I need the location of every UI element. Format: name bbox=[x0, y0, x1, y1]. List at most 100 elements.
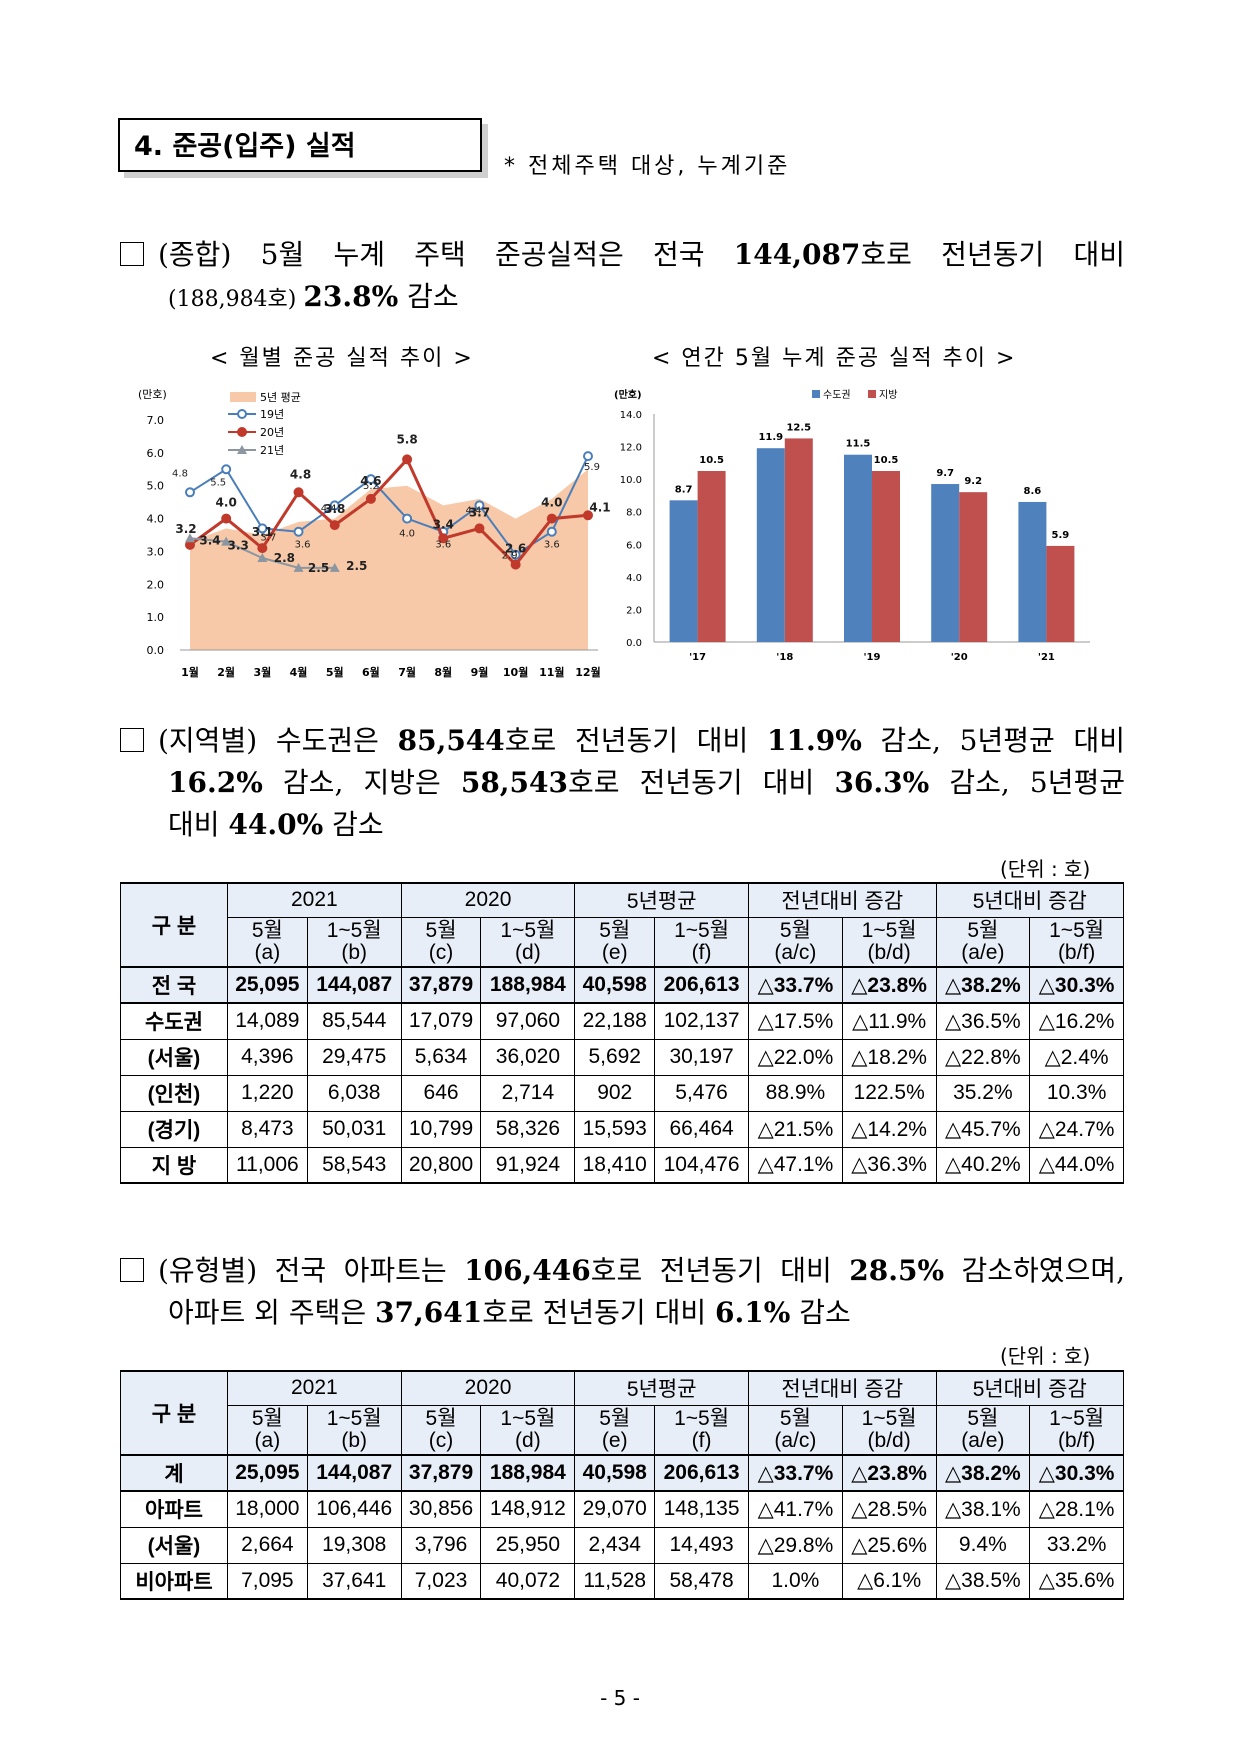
data-label: 2.6 bbox=[505, 542, 526, 556]
legend-marker bbox=[237, 427, 247, 437]
y-tick-label: 4.0 bbox=[626, 573, 642, 584]
bar-지방 bbox=[784, 438, 813, 642]
table-cell: 88.9% bbox=[748, 1074, 843, 1112]
table-cell: 144,087 bbox=[306, 1454, 402, 1492]
subcolumn-header: 5월 (e) bbox=[574, 1404, 656, 1456]
table-cell: △44.0% bbox=[1029, 1146, 1124, 1184]
table-cell: △33.7% bbox=[748, 966, 843, 1004]
row-label: (경기) bbox=[120, 1110, 228, 1148]
row-label: 수도권 bbox=[120, 1002, 228, 1040]
table-cell: 36,020 bbox=[480, 1038, 576, 1076]
data-label: 2.9 bbox=[502, 551, 518, 562]
x-tick-label: 8월 bbox=[434, 665, 452, 679]
table-cell: 85,544 bbox=[306, 1002, 402, 1040]
y-tick-label: 7.0 bbox=[147, 414, 165, 427]
y-tick-label: 12.0 bbox=[620, 443, 642, 454]
checkbox-bullet-icon bbox=[120, 1258, 144, 1282]
table-cell: 18,410 bbox=[574, 1146, 656, 1184]
checkbox-bullet-icon bbox=[120, 728, 144, 752]
bar-value-label: 10.5 bbox=[699, 455, 724, 466]
table-cell: △25.6% bbox=[841, 1526, 937, 1564]
table-cell: 58,478 bbox=[654, 1562, 750, 1600]
table-cell: 4,396 bbox=[227, 1038, 308, 1076]
table-cell: 37,641 bbox=[306, 1562, 402, 1600]
bar-지방 bbox=[959, 492, 988, 642]
table-cell: 9.4% bbox=[935, 1526, 1031, 1564]
bar-수도권 bbox=[756, 448, 785, 642]
table-row: 비아파트 7,095 37,641 7,023 40,072 11,528 58,478 1.… bbox=[120, 1562, 1124, 1600]
table-cell: △38.2% bbox=[935, 966, 1031, 1004]
table-cell: △6.1% bbox=[841, 1562, 937, 1600]
annual-completion-chart: (만호) 0.0 2.0 4.0 6.0 8.0 10.0 12.0 14.0 8.7 10.5 '1… bbox=[614, 388, 1090, 663]
series-marker bbox=[257, 523, 268, 534]
group-header: 전년대비 증감 bbox=[748, 882, 937, 918]
table-cell: △23.8% bbox=[841, 966, 937, 1004]
row-label: (서울) bbox=[120, 1038, 228, 1076]
legend-label: 수도권 bbox=[823, 389, 851, 401]
group-header: 2021 bbox=[227, 882, 402, 918]
table-cell: 148,135 bbox=[654, 1490, 750, 1528]
table-cell: 2,714 bbox=[480, 1074, 576, 1112]
subcolumn-header: 1~5월 (b) bbox=[306, 1404, 402, 1456]
series-marker bbox=[329, 520, 340, 531]
y-tick-label: 1.0 bbox=[147, 611, 165, 624]
table-cell: 902 bbox=[574, 1074, 656, 1112]
data-label: 3.6 bbox=[435, 540, 451, 551]
data-label: 3.1 bbox=[252, 525, 273, 539]
data-label: 2.8 bbox=[274, 551, 295, 565]
row-label: 지 방 bbox=[120, 1146, 228, 1184]
table-cell: △30.3% bbox=[1029, 966, 1124, 1004]
data-label: 3.2 bbox=[175, 522, 196, 536]
table-cell: 11,006 bbox=[227, 1146, 308, 1184]
group-header: 5년대비 증감 bbox=[935, 1370, 1124, 1406]
legend-label: 21년 bbox=[260, 444, 284, 457]
data-label: 3.8 bbox=[324, 502, 345, 516]
table-cell: △45.7% bbox=[935, 1110, 1031, 1148]
data-label: 3.7 bbox=[260, 532, 276, 543]
data-label: 5.2 bbox=[363, 481, 379, 492]
table-cell: 1.0% bbox=[748, 1562, 843, 1600]
table-cell: 97,060 bbox=[480, 1002, 576, 1040]
series-line-20년 bbox=[189, 456, 589, 567]
group-header: 2021 bbox=[227, 1370, 402, 1406]
table-cell: 10.3% bbox=[1029, 1074, 1124, 1112]
table-cell: △22.8% bbox=[935, 1038, 1031, 1076]
table-cell: 15,593 bbox=[574, 1110, 656, 1148]
table-row: 수도권 14,089 85,544 17,079 97,060 22,188 102,137… bbox=[120, 1002, 1124, 1040]
monthly-chart-title: < 월별 준공 실적 추이 > bbox=[210, 346, 474, 371]
table-cell: 20,800 bbox=[400, 1146, 482, 1184]
table-cell: △30.3% bbox=[1029, 1454, 1124, 1492]
y-tick-label: 6.0 bbox=[626, 540, 642, 551]
table-cell: 6,038 bbox=[306, 1074, 402, 1112]
page-number: - 5 - bbox=[600, 1686, 640, 1710]
annual-chart-title: < 연간 5월 누계 준공 실적 추이 > bbox=[652, 346, 1017, 371]
table-cell: 19,308 bbox=[306, 1526, 402, 1564]
bar-value-label: 8.6 bbox=[1024, 486, 1042, 497]
series-marker bbox=[257, 543, 268, 554]
series-marker bbox=[546, 513, 557, 524]
table-cell: △36.3% bbox=[841, 1146, 937, 1184]
table-cell: 29,475 bbox=[306, 1038, 402, 1076]
table-cell: △17.5% bbox=[748, 1002, 843, 1040]
subcolumn-header: 1~5월 (b) bbox=[306, 916, 402, 968]
data-label: 3.4 bbox=[199, 533, 220, 547]
series-marker bbox=[221, 464, 232, 475]
data-label: 5.9 bbox=[584, 462, 600, 473]
data-label: 4.1 bbox=[589, 500, 610, 514]
table-cell: 188,984 bbox=[480, 966, 576, 1004]
y-tick-label: 2.0 bbox=[626, 605, 642, 616]
series-marker bbox=[402, 454, 413, 465]
row-label: 아파트 bbox=[120, 1490, 228, 1528]
data-label: 4.4 bbox=[321, 503, 337, 514]
bar-value-label: 11.5 bbox=[846, 439, 871, 450]
table-cell: △11.9% bbox=[841, 1002, 937, 1040]
table-cell: △40.2% bbox=[935, 1146, 1031, 1184]
bar-value-label: 10.5 bbox=[874, 455, 899, 466]
subcolumn-header: 5월 (a/e) bbox=[935, 916, 1031, 968]
region-table: 구 분 2021 2020 5년평균 전년대비 증감 5년대비 증감 5월 (a)… bbox=[120, 882, 1124, 1184]
table-row: (경기) 8,473 50,031 10,799 58,326 15,593 66,464 △… bbox=[120, 1110, 1124, 1148]
table-cell: 2,664 bbox=[227, 1526, 308, 1564]
data-label: 4.8 bbox=[290, 467, 311, 481]
bar-수도권 bbox=[844, 454, 872, 642]
group-header: 5년평균 bbox=[574, 1370, 750, 1406]
